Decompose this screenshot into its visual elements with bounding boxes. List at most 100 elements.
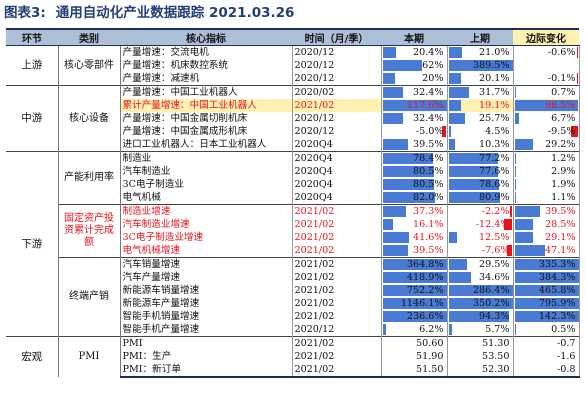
change-cell-value: 335.3% bbox=[538, 259, 576, 270]
figure-title: 图表3: 通用自动化产业数据跟踪 2021.03.26 bbox=[4, 2, 294, 24]
previous-cell-bar bbox=[448, 311, 509, 322]
previous-cell-value: 53.50 bbox=[482, 351, 510, 362]
change-cell-value: 29.1% bbox=[545, 232, 576, 243]
previous-cell-value: 31.7% bbox=[479, 87, 510, 98]
previous-cell-bar bbox=[448, 87, 469, 98]
previous-cell: 51.30 bbox=[447, 336, 514, 350]
figure-title-text: 通用自动化产业数据跟踪 2021.03.26 bbox=[55, 5, 295, 21]
current-cell-bar bbox=[382, 232, 410, 243]
previous-cell-value: 80.9% bbox=[479, 192, 510, 203]
change-cell: -1.6 bbox=[513, 350, 580, 363]
indicator-cell: PMI：新订单 bbox=[120, 363, 293, 378]
change-cell-bar bbox=[514, 139, 534, 150]
indicator-cell: 汽车销量增速 bbox=[120, 257, 293, 271]
current-cell: 32.4% bbox=[381, 85, 448, 99]
table-body: 上游 核心零部件 产量增速：交流电机 2020/12 20.4% 21.0% -0.6% 产量… bbox=[6, 45, 580, 378]
previous-cell-bar bbox=[448, 60, 512, 71]
previous-cell-bar bbox=[510, 206, 512, 217]
indicator-cell: 产量增速：中国工业机器人 bbox=[120, 85, 293, 99]
change-cell-bar bbox=[514, 166, 517, 177]
current-cell-bar bbox=[382, 206, 407, 217]
current-cell: 80.5% bbox=[381, 165, 448, 178]
time-cell: 2020/02 bbox=[292, 85, 382, 99]
previous-cell-bar bbox=[448, 126, 452, 137]
col-header-segment: 环节 bbox=[6, 28, 58, 46]
previous-cell: 10.3% bbox=[447, 138, 514, 152]
indicator-cell: 智能手机销量增速 bbox=[120, 310, 293, 323]
previous-cell-value: 94.3% bbox=[479, 311, 510, 322]
change-cell-value: -9.5% bbox=[547, 126, 576, 137]
previous-cell-value: 10.3% bbox=[479, 139, 510, 150]
current-cell-bar bbox=[382, 139, 408, 150]
col-header-previous: 上期 bbox=[447, 28, 513, 46]
current-cell: 236.6% bbox=[381, 310, 448, 323]
previous-cell: 4.5% bbox=[447, 125, 514, 138]
previous-cell-bar bbox=[448, 139, 456, 150]
current-cell-value: 80.5% bbox=[413, 179, 444, 190]
change-cell: 47.1% bbox=[513, 244, 580, 258]
time-cell: 2021/02 bbox=[292, 99, 382, 112]
current-cell-value: 62% bbox=[422, 60, 444, 71]
change-cell-value: 47.1% bbox=[545, 245, 576, 256]
current-cell-bar bbox=[382, 219, 393, 230]
previous-cell-value: 20.1% bbox=[479, 73, 510, 84]
change-cell-bar bbox=[514, 232, 534, 243]
change-cell-value: 1.1% bbox=[551, 192, 576, 203]
indicator-cell: 进口工业机器人：日本工业机器人 bbox=[120, 138, 293, 152]
time-cell: 2020/12 bbox=[292, 323, 382, 337]
time-cell: 2020/12 bbox=[292, 125, 382, 138]
current-cell-value: 50.60 bbox=[416, 338, 444, 349]
table-row: 终端产销 汽车销量增速 2021/02 364.8% 29.5% 335.3% bbox=[6, 257, 580, 337]
change-cell-value: 0.5% bbox=[551, 324, 576, 335]
previous-cell-bar bbox=[448, 298, 512, 309]
previous-cell: 25.7% bbox=[447, 112, 514, 125]
table-row: 产量增速：机床数控系统 2020/12 62% 389.5% bbox=[6, 59, 580, 72]
col-header-time: 时间（月/季） bbox=[292, 28, 381, 46]
time-cell: 2020Q4 bbox=[292, 165, 382, 178]
table-row: 汽车制造业 2020Q4 80.5% 77.6% 2.9% bbox=[6, 165, 580, 178]
current-cell: 80.5% bbox=[381, 178, 448, 191]
change-cell-bar bbox=[514, 298, 578, 309]
current-cell-bar bbox=[382, 73, 396, 84]
current-cell: 20.4% bbox=[381, 45, 448, 59]
previous-cell-value: 78.6% bbox=[479, 179, 510, 190]
change-cell: 465.8% bbox=[513, 284, 580, 297]
indicator-cell: 汽车制造业增速 bbox=[120, 218, 293, 231]
previous-cell: 20.1% bbox=[447, 72, 514, 86]
change-cell: 1.1% bbox=[513, 191, 580, 205]
time-cell: 2021/02 bbox=[292, 310, 382, 323]
previous-cell-value: 21.0% bbox=[479, 47, 510, 58]
current-cell: 117.6% bbox=[381, 99, 448, 112]
previous-cell-bar bbox=[448, 113, 465, 124]
current-cell-value: -5.0% bbox=[415, 126, 444, 137]
change-cell: 1.9% bbox=[513, 178, 580, 191]
previous-cell-value: 77.2% bbox=[479, 153, 510, 164]
previous-cell-value: 286.4% bbox=[472, 285, 510, 296]
previous-cell: 52.30 bbox=[447, 363, 514, 378]
current-cell-value: 80.5% bbox=[413, 166, 444, 177]
previous-cell-bar bbox=[448, 285, 512, 296]
previous-cell: 5.7% bbox=[447, 323, 514, 337]
previous-cell: 29.5% bbox=[447, 257, 514, 271]
previous-cell-bar bbox=[448, 259, 468, 270]
table-row: 上游 核心零部件 产量增速：交流电机 2020/12 20.4% 21.0% -0.6% bbox=[6, 45, 580, 86]
change-cell: 39.5% bbox=[513, 204, 580, 218]
previous-cell: 21.0% bbox=[447, 45, 514, 59]
data-table-frame: 环节 类别 核心指标 时间（月/季） 本期 上期 边际变化 上游 核心零部件 产量增… bbox=[6, 28, 580, 405]
indicator-cell: 产量增速：减速机 bbox=[120, 72, 293, 86]
change-cell-bar bbox=[514, 100, 578, 111]
time-cell: 2021/02 bbox=[292, 336, 382, 350]
table-row: 宏观 PMI PMI 2021/02 50.60 51.30 -0.7 bbox=[6, 336, 580, 377]
previous-cell: -7.6% bbox=[447, 244, 514, 258]
change-cell-bar bbox=[514, 285, 578, 296]
indicator-cell: 产量增速：交流电机 bbox=[120, 45, 293, 59]
previous-cell-bar bbox=[448, 166, 499, 177]
current-cell-value: 37.3% bbox=[413, 206, 444, 217]
previous-cell-value: 77.6% bbox=[479, 166, 510, 177]
table-row: 新能源车销量增速 2021/02 752.2% 286.4% 465.8% bbox=[6, 284, 580, 297]
col-header-indicator: 核心指标 bbox=[120, 28, 292, 46]
table-row: PMI：新订单 2021/02 51.50 52.30 -0.8 bbox=[6, 363, 580, 378]
indicator-cell: 制造业增速 bbox=[120, 204, 293, 218]
previous-cell: 286.4% bbox=[447, 284, 514, 297]
indicator-cell: 累计产量增速：中国工业机器人 bbox=[120, 99, 293, 112]
